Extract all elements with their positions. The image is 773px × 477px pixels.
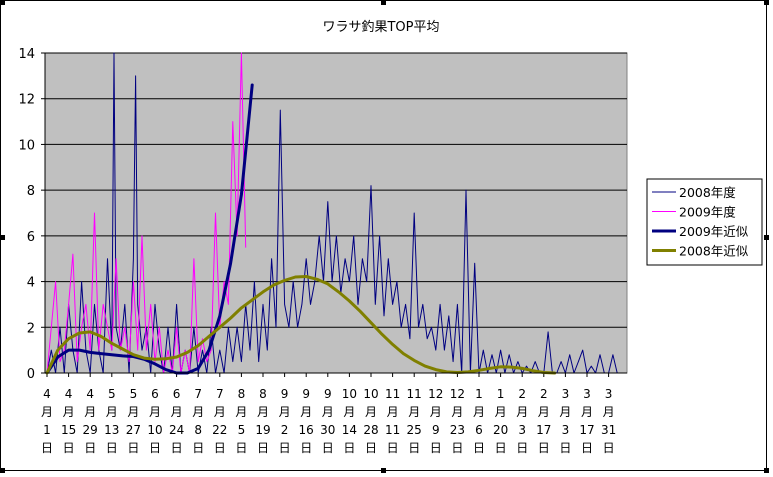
x-tick-label: 12 月 23 日 — [450, 387, 465, 455]
x-tick-label: 5 月 27 日 — [126, 387, 141, 455]
series-line — [45, 83, 254, 375]
y-tick-label: 14 — [18, 47, 35, 62]
y-tick-label: 8 — [27, 184, 35, 199]
x-tick-label: 4 月 15 日 — [61, 387, 76, 455]
x-tick-label: 2 月 17 日 — [536, 387, 551, 455]
x-tick-label: 9 月 16 日 — [299, 387, 314, 455]
x-tick-label: 6 月 24 日 — [169, 387, 184, 455]
x-tick-label: 11 月 11 日 — [385, 387, 400, 455]
handle-mid-left[interactable] — [0, 235, 5, 240]
handle-bottom-mid[interactable] — [381, 468, 386, 473]
series-line — [45, 275, 557, 375]
x-tick-label: 7 月 22 日 — [212, 387, 227, 455]
legend: 2008年度 2009年度 2009年近似 2008年近似 — [646, 178, 763, 266]
x-axis: 4 月 1 日 4 月 15 日 4 月 29 日 5 月 13 日 5 月 27 日 6 月 10 日 6 月 24 日 7 月 8 日 7 月… — [41, 373, 616, 455]
series-line — [46, 52, 247, 374]
y-tick-label: 4 — [27, 276, 35, 291]
y-axis: 0 2 4 6 8 10 12 14 — [18, 47, 45, 382]
legend-label: 2008年度 — [679, 185, 736, 200]
x-tick-label: 9 月 30 日 — [320, 387, 335, 455]
x-tick-label: 3 月 17 日 — [579, 387, 594, 455]
y-tick-label: 12 — [18, 93, 35, 108]
x-tick-label: 1 月 20 日 — [493, 387, 508, 455]
y-tick-label: 6 — [27, 230, 35, 245]
handle-top-left[interactable] — [0, 0, 5, 5]
handle-top-right[interactable] — [764, 0, 769, 5]
x-tick-label: 10 月 28 日 — [363, 387, 378, 455]
legend-label: 2009年近似 — [679, 224, 749, 239]
plot-area — [44, 52, 628, 374]
handle-top-mid[interactable] — [381, 0, 386, 5]
legend-label: 2009年度 — [679, 205, 736, 220]
x-tick-label: 11 月 25 日 — [407, 387, 422, 455]
handle-bottom-right[interactable] — [764, 468, 769, 473]
x-tick-label: 3 月 31 日 — [601, 387, 616, 455]
y-tick-label: 10 — [18, 138, 35, 153]
chart-title: ワラサ釣果TOP平均 — [322, 19, 439, 35]
x-tick-label: 8 月 19 日 — [255, 387, 270, 455]
x-tick-label: 12 月 9 日 — [428, 387, 443, 455]
handle-mid-right[interactable] — [764, 235, 769, 240]
x-tick-label: 6 月 10 日 — [147, 387, 162, 455]
gridlines — [45, 52, 627, 328]
legend-label: 2008年近似 — [679, 244, 749, 259]
y-tick-label: 2 — [27, 321, 35, 336]
x-tick-label: 5 月 13 日 — [104, 387, 119, 455]
x-tick-label: 4 月 29 日 — [83, 387, 98, 455]
handle-bottom-left[interactable] — [0, 468, 5, 473]
y-tick-label: 0 — [27, 367, 35, 382]
x-tick-label: 10 月 14 日 — [342, 387, 357, 455]
series-layer — [45, 52, 618, 375]
